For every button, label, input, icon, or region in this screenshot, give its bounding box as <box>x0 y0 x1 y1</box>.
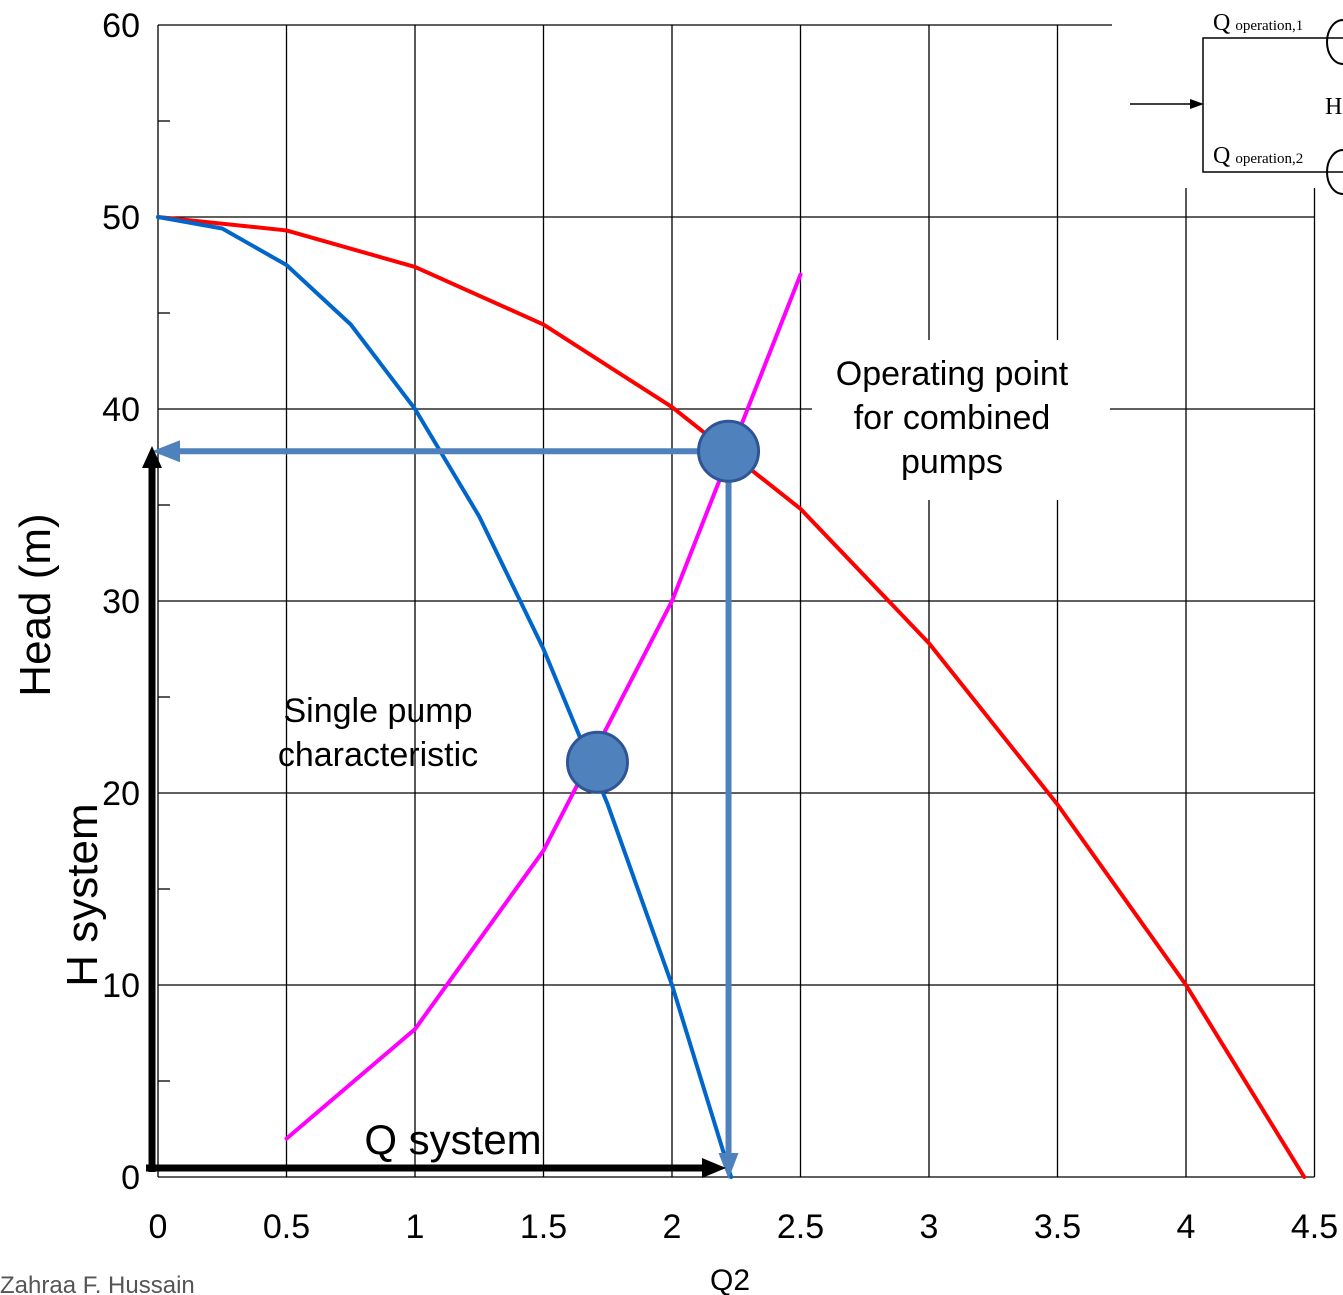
x-tick-label: 1 <box>406 1208 425 1246</box>
x-tick-labels: 0 0.5 1 1.5 2 2.5 3 3.5 4 4.5 <box>149 1208 1339 1246</box>
operating-guides <box>152 440 739 1179</box>
x-tick-label: 2.5 <box>777 1208 824 1246</box>
flow-guide-arrowhead <box>718 1153 739 1179</box>
single-pump-curve <box>156 215 734 1179</box>
inset-arrow-head <box>1190 99 1204 109</box>
author-credit: Zahraa F. Hussain <box>0 1272 195 1295</box>
y-axis-label: Head (m) <box>11 513 60 696</box>
single-annotation-line-1: Single pump <box>283 692 472 730</box>
single-annotation-line-2: characteristic <box>278 736 478 774</box>
y-tick-label: 50 <box>102 199 140 237</box>
h-system-label: H system <box>58 803 107 986</box>
x-tick-label: 2 <box>663 1208 682 1246</box>
inset-h-label: H <box>1325 94 1342 120</box>
y-tick-label: 0 <box>121 1159 140 1197</box>
x-tick-label: 3.5 <box>1034 1208 1081 1246</box>
x-tick-label: 3 <box>920 1208 939 1246</box>
combined-annotation-box <box>812 340 1110 500</box>
x-tick-label: 4.5 <box>1291 1208 1338 1246</box>
x-tick-label: 4 <box>1177 1208 1196 1246</box>
inset-pipe-loop <box>1202 37 1343 173</box>
system-axes <box>142 446 726 1178</box>
h-system-arrowhead <box>142 446 162 468</box>
q-system-arrowhead <box>702 1158 726 1178</box>
inset-pump-1 <box>1326 19 1343 65</box>
y-tick-label: 20 <box>102 775 140 813</box>
inset-pump-2 <box>1326 149 1343 195</box>
single-operating-point <box>565 730 629 794</box>
q2-label: Q2 <box>710 1264 750 1295</box>
y-tick-label: 10 <box>102 967 140 1005</box>
combined-annotation-line-1: Operating point <box>836 355 1069 393</box>
y-tick-label: 60 <box>102 7 140 45</box>
grid-lines <box>157 24 1316 1178</box>
y-tick-labels: 0 10 20 30 40 50 60 <box>102 7 140 1197</box>
combined-annotation-line-2: for combined <box>854 399 1051 437</box>
x-tick-label: 0 <box>149 1208 168 1246</box>
x-tick-label: 1.5 <box>520 1208 567 1246</box>
x-tick-label: 0.5 <box>263 1208 310 1246</box>
system-curve <box>284 272 803 1141</box>
head-guide-arrowhead <box>152 440 180 463</box>
y-tick-label: 40 <box>102 391 140 429</box>
q-system-label: Q system <box>364 1116 541 1163</box>
y-tick-label: 30 <box>102 583 140 621</box>
combined-annotation-line-3: pumps <box>901 443 1003 481</box>
operating-point-markers <box>565 419 761 794</box>
inset-background <box>1112 0 1343 188</box>
combined-operating-point <box>697 419 761 483</box>
